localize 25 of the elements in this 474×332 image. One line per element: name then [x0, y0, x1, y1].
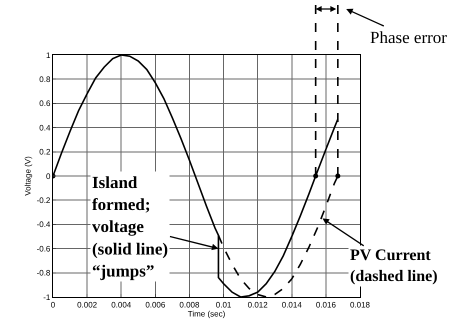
y-tick-label: 0.4 [39, 123, 51, 132]
annotation: PV Current (dashed line) [350, 247, 438, 285]
y-tick-label: 0.2 [39, 148, 51, 157]
y-tick-label: -0.4 [36, 220, 51, 230]
x-tick-label: 0.012 [248, 300, 268, 310]
y-tick-label: -0.6 [36, 244, 51, 254]
y-tick-label: 1 [46, 50, 51, 60]
text: Phase error [370, 28, 448, 47]
y-tick-label: -1 [43, 292, 51, 302]
y-tick-label: -0.8 [36, 268, 51, 278]
y-tick-label: -0.2 [36, 196, 51, 205]
x-tick-label: 0.002 [77, 300, 98, 310]
x-tick-label: 0.018 [350, 300, 371, 310]
x-axis-title: Time (sec) [188, 310, 226, 319]
annotation: Island formed; voltage (solid line) “jumps” [92, 173, 168, 280]
y-axis-title: Voltage (V) [23, 156, 32, 196]
y-tick-label: 0 [46, 172, 51, 181]
x-tick-label: 0.006 [145, 300, 166, 310]
x-tick-label: 0.004 [111, 300, 132, 310]
x-tick-label: 0.016 [316, 300, 336, 310]
x-tick-label: 0.014 [282, 300, 302, 310]
x-tick-label: 0.008 [179, 300, 200, 310]
y-tick-label: 0.6 [39, 99, 51, 108]
y-tick-label: 0.8 [39, 75, 51, 84]
x-tick-label: 0.01 [216, 300, 232, 310]
